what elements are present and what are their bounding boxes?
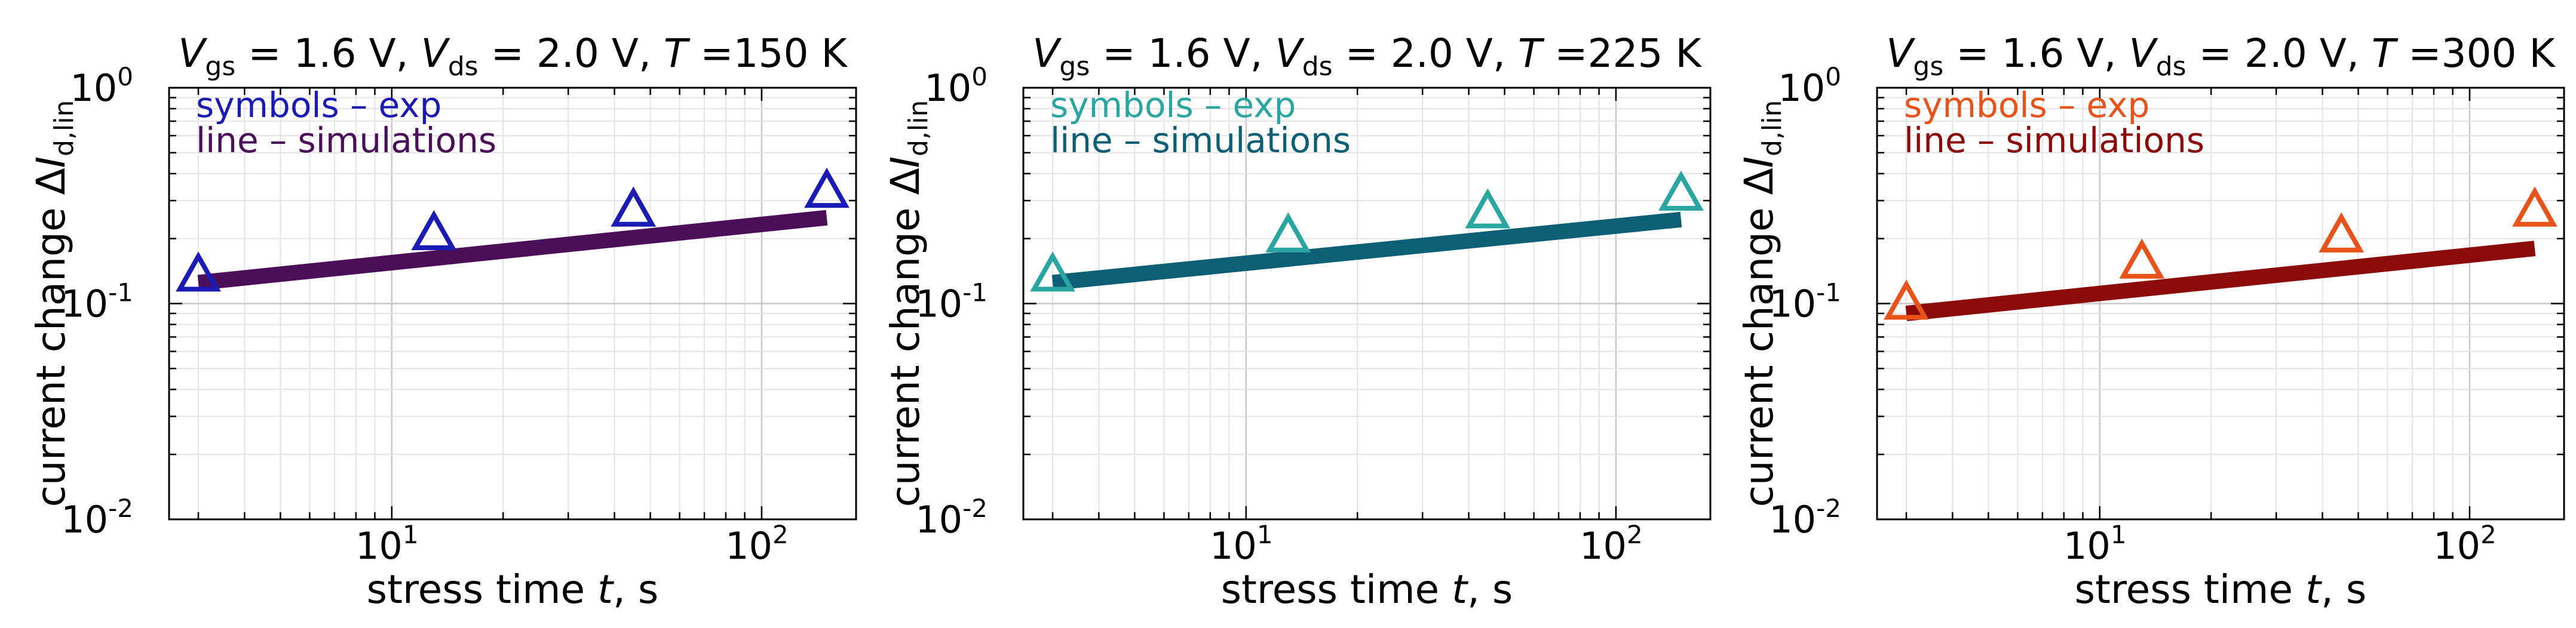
tick-label: 101 (2063, 520, 2127, 568)
tick-label: 10-2 (1769, 494, 1841, 541)
chart-panel-1: 101 102 10-2 10-1 100 stress time t, s current… (28, 30, 857, 612)
axis-ticks (1023, 87, 1710, 521)
tick-label: 102 (725, 520, 789, 568)
tick-label: 10-2 (61, 494, 133, 541)
tick-label: 10-2 (915, 494, 988, 541)
exp-point (2512, 186, 2557, 227)
tick-label: 101 (355, 520, 419, 568)
tick-label: 102 (2433, 520, 2497, 568)
exp-point (1265, 212, 1311, 253)
legend-sim-label: line – simulations (1904, 120, 2204, 161)
exp-markers (1884, 186, 2557, 320)
exp-markers (1030, 170, 1704, 292)
legend-sim-label: line – simulations (1050, 120, 1351, 161)
tick-label: 100 (924, 62, 988, 110)
exp-point (804, 167, 850, 208)
grid (1023, 88, 1710, 519)
exp-point (1658, 170, 1704, 211)
chart-panel-3: 101 102 10-2 10-1 100 stress time t, s current… (1736, 30, 2565, 612)
exp-point (176, 251, 221, 292)
simulation-line (1905, 241, 2536, 321)
chart-title: Vgs = 1.6 V, Vds = 2.0 V, T =300 K (1886, 30, 2556, 82)
exp-point (1884, 279, 1929, 320)
axis-ticks (169, 87, 856, 521)
tick-label: 10-1 (915, 278, 988, 326)
simulation-line (1051, 211, 1682, 291)
y-axis-label: current change ΔId,lin (1736, 100, 1787, 507)
exp-point (1465, 188, 1511, 229)
y-axis-label: current change ΔId,lin (28, 100, 79, 507)
exp-point (411, 210, 457, 251)
plot-frame (1022, 87, 1712, 521)
legend-exp-label: symbols – exp (196, 85, 441, 125)
tick-label: 102 (1580, 520, 1643, 568)
tick-label: 10-1 (1769, 278, 1841, 326)
x-axis-label: stress time t, s (2075, 567, 2367, 612)
chart-title: Vgs = 1.6 V, Vds = 2.0 V, T =225 K (1032, 30, 1702, 82)
exp-point (2319, 212, 2365, 253)
exp-point (611, 186, 657, 227)
tick-label: 10-1 (61, 278, 133, 326)
legend-exp-label: symbols – exp (1904, 85, 2149, 125)
x-axis-label: stress time t, s (367, 567, 659, 612)
exp-point (1030, 251, 1075, 292)
grid (169, 88, 856, 519)
plot-frame (1876, 87, 2565, 521)
simulation-line (197, 210, 828, 291)
tick-label: 101 (1210, 520, 1273, 568)
chart-title: Vgs = 1.6 V, Vds = 2.0 V, T =150 K (178, 30, 848, 82)
exp-markers (176, 167, 850, 292)
y-axis-label: current change ΔId,lin (882, 100, 934, 507)
exp-point (2119, 238, 2165, 279)
tick-label: 100 (1778, 62, 1841, 110)
x-axis-label: stress time t, s (1221, 567, 1513, 612)
chart-panel-2: 101 102 10-2 10-1 100 stress time t, s current… (882, 30, 1712, 612)
tick-label: 100 (70, 62, 133, 110)
legend-exp-label: symbols – exp (1050, 85, 1296, 125)
plot-frame (168, 87, 857, 521)
legend-sim-label: line – simulations (196, 120, 496, 161)
